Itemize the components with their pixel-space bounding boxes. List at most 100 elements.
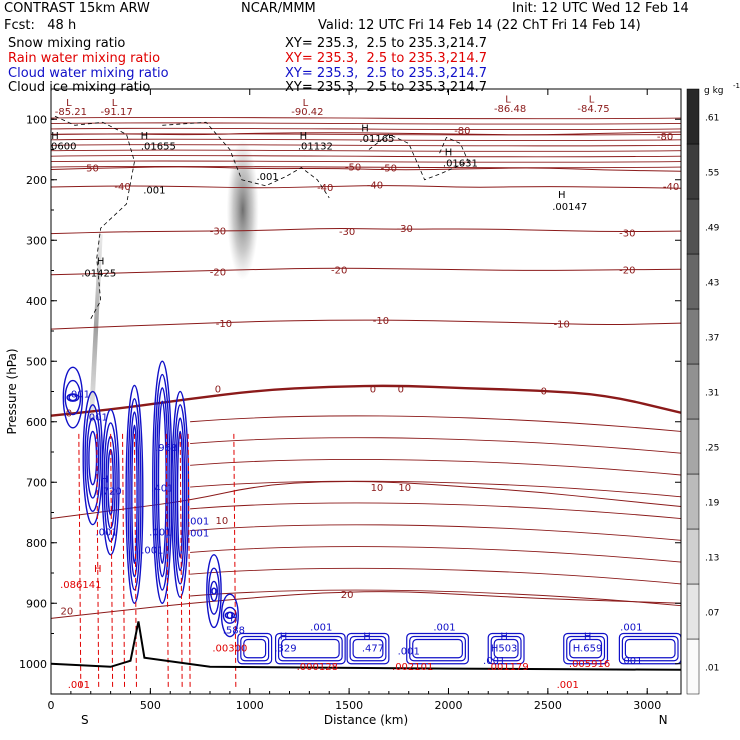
colorbar-bin [686,528,700,585]
isotherm-label: -10 [373,316,389,327]
model-title: CONTRAST 15km ARW [4,1,150,16]
extremum-label: .002101 [392,662,433,673]
cloud-water-contour [125,384,144,604]
extremum-label: .001 [310,622,332,633]
cloud-water-contour [206,554,222,629]
x-tick-label: 3000 [633,699,661,712]
colorbar-level-label: .19 [705,499,720,509]
extremum-label: .001 [141,546,163,557]
field-xy-cloud-water: XY= 235.3, 2.5 to 235.3,214.7 [285,66,488,81]
cloud-water-contour [277,635,343,662]
colorbar-level-label: .55 [705,169,719,179]
y-tick-label: 500 [26,355,47,368]
cloud-water-contour [280,638,340,659]
colorbar-bin [686,143,700,200]
isotherm--20 [51,267,681,276]
cloud-water-contour [208,567,220,615]
cloud-water-contour [406,632,469,665]
isotherm-extra [190,437,681,454]
extremum-label: H.659 [573,644,603,655]
extremum-label: L [505,94,511,105]
forecast-hour: Fcst: 48 h [4,18,77,33]
colorbar-bin [686,638,700,695]
isotherm-label: 10 [371,483,384,494]
extremum-label: -90.42 [291,107,323,118]
cloud-water-contour [621,635,679,662]
north-end-label: N [659,713,668,727]
rain-contour [133,433,137,688]
cloud-water-contour [618,632,681,665]
cloud-water-contour [624,638,676,659]
extremum-label: -91.17 [100,107,132,118]
extremum-label: L [303,98,309,109]
cloud-water-contour [129,411,140,578]
extremum-label: -84.75 [577,104,609,115]
colorbar-level-label: .13 [705,554,719,564]
isotherm-extra [51,122,681,125]
cloud-water-contour [64,379,82,416]
y-tick-label: 100 [26,113,47,126]
extremum-label: .001 [143,186,165,197]
extremum-label: .001 [68,390,90,401]
cloud-water-contour [173,404,188,585]
x-tick-label: 2000 [434,699,462,712]
colorbar-level-label: .49 [705,224,720,234]
cloud-water-contour [157,400,167,565]
y-tick-label: 700 [26,476,47,489]
cloud-water-contour [174,417,186,572]
isotherm-extra [51,127,681,131]
field-name-cloud-ice: Cloud ice mixing ratio [8,80,151,95]
colorbar-level-label: .07 [705,609,719,619]
extremum-label: .329 [274,644,296,655]
extremum-label: .001 [620,622,642,633]
rain-contour [122,433,126,688]
extremum-label: L [589,94,595,105]
colorbar-unit: g kg [704,86,724,96]
cloud-water-contour [131,424,138,565]
y-tick-label: 200 [26,174,47,187]
extremum-label: L [66,98,72,109]
y-tick-label: 300 [26,234,47,247]
x-tick-label: 1500 [335,699,363,712]
colorbar-bin [686,198,700,255]
cloud-water-contour [209,580,219,602]
extremum-label: H [558,190,566,201]
field-xy-cloud-ice: XY= 235.3, 2.5 to 235.3,214.7 [285,80,488,95]
isotherm-extra [51,144,681,147]
rain-contour [179,433,183,688]
cloud-water-contour [211,587,217,595]
y-tick-label: 400 [26,295,47,308]
x-tick-label: 2500 [534,699,562,712]
extremum-label: .001 [620,656,642,667]
y-axis-title: Pressure (hPa) [5,348,19,434]
extremum-label: H [584,632,592,643]
isotherm--40 [51,185,681,189]
extremum-label: -86.48 [494,104,526,115]
extremum-label: L [112,98,118,109]
rain-contour [110,433,114,688]
extremum-label: .401 [151,483,173,494]
cloud-water-contour [349,635,387,662]
extremum-label: .001 [149,527,171,538]
colorbar-level-label: .25 [705,444,719,454]
isotherm-10 [51,481,681,520]
extremum-label: .001 [68,680,90,691]
extremum-label: .01631 [443,158,478,169]
isotherm-label: -10 [216,319,232,330]
extremum-label: .01132 [298,142,333,153]
isotherm--10 [51,319,681,330]
extremum-label: .000128 [297,662,338,673]
colorbar-bin [686,363,700,420]
isotherm-label: -40 [367,181,383,192]
extremum-label: .00300 [212,644,247,655]
isotherm-extra [51,165,681,169]
snow-contour [162,121,330,199]
extremum-label: .001 [187,517,209,528]
colorbar-level-label: .43 [705,279,719,289]
cloud-water-contour [127,398,142,591]
extremum-label: H503 [491,644,518,655]
isotherm-label: 0 [370,384,376,395]
isotherm-extra [51,138,681,141]
x-tick-label: 500 [140,699,161,712]
isotherm-extra [51,116,681,120]
